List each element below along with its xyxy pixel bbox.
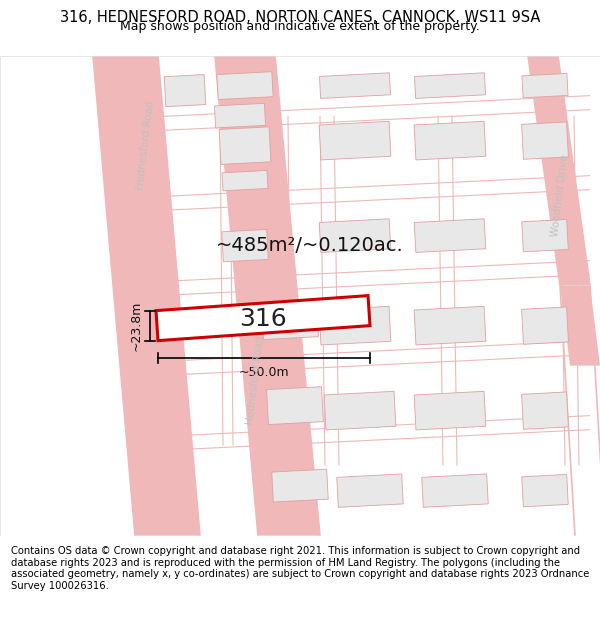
Polygon shape <box>522 219 568 252</box>
Polygon shape <box>414 121 486 160</box>
Polygon shape <box>164 74 206 107</box>
Text: 316, HEDNESFORD ROAD, NORTON CANES, CANNOCK, WS11 9SA: 316, HEDNESFORD ROAD, NORTON CANES, CANN… <box>60 11 540 26</box>
Polygon shape <box>415 72 485 99</box>
Polygon shape <box>214 103 266 128</box>
Polygon shape <box>414 391 486 430</box>
Polygon shape <box>528 56 590 286</box>
Polygon shape <box>319 219 391 253</box>
Polygon shape <box>266 387 323 424</box>
Polygon shape <box>319 72 391 99</box>
Text: ~50.0m: ~50.0m <box>239 366 289 379</box>
Polygon shape <box>324 391 396 430</box>
Text: Contains OS data © Crown copyright and database right 2021. This information is : Contains OS data © Crown copyright and d… <box>11 546 589 591</box>
Text: ~23.8m: ~23.8m <box>130 301 143 351</box>
Polygon shape <box>156 296 370 341</box>
Text: Map shows position and indicative extent of the property.: Map shows position and indicative extent… <box>120 20 480 33</box>
Polygon shape <box>521 122 568 159</box>
Polygon shape <box>414 306 486 345</box>
Text: Woodfield Drive: Woodfield Drive <box>550 154 570 238</box>
Polygon shape <box>337 474 403 508</box>
Polygon shape <box>319 306 391 345</box>
Polygon shape <box>414 219 486 253</box>
Polygon shape <box>560 286 600 366</box>
Text: 316: 316 <box>239 307 287 331</box>
Polygon shape <box>272 469 328 502</box>
Polygon shape <box>219 127 271 164</box>
Polygon shape <box>319 121 391 160</box>
Polygon shape <box>215 56 320 536</box>
Polygon shape <box>262 302 319 339</box>
Polygon shape <box>522 474 568 507</box>
Text: Hednesford Road: Hednesford Road <box>134 101 155 191</box>
Polygon shape <box>93 56 200 536</box>
Polygon shape <box>521 392 568 429</box>
Polygon shape <box>422 474 488 508</box>
Text: ~485m²/~0.120ac.: ~485m²/~0.120ac. <box>216 236 404 255</box>
Polygon shape <box>217 72 273 99</box>
Polygon shape <box>222 171 268 191</box>
Polygon shape <box>222 229 268 262</box>
Polygon shape <box>521 307 568 344</box>
Text: Hednesford Road: Hednesford Road <box>245 336 265 426</box>
Polygon shape <box>522 74 568 98</box>
